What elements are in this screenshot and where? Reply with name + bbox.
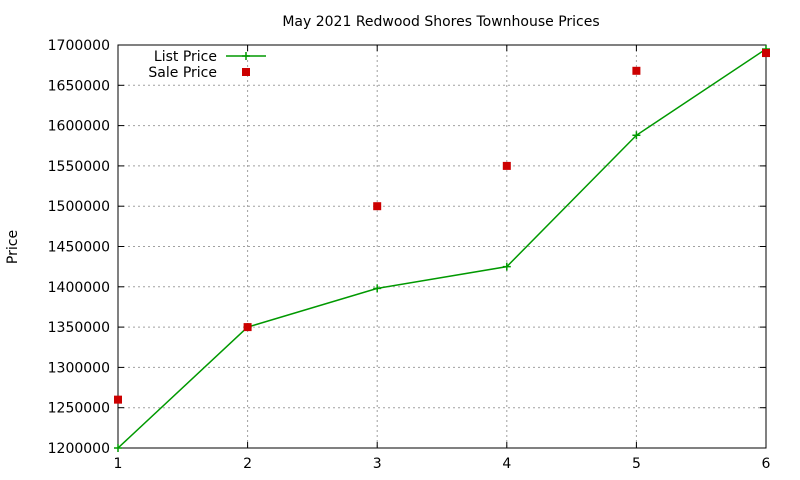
chart-title: May 2021 Redwood Shores Townhouse Prices xyxy=(282,14,599,30)
list-price-point xyxy=(502,262,511,271)
x-tick-label: 2 xyxy=(243,456,252,472)
legend-label-sale-price: Sale Price xyxy=(148,65,217,81)
sale-price-point xyxy=(502,161,511,170)
y-tick-label: 1450000 xyxy=(48,240,110,256)
y-tick-label: 1200000 xyxy=(48,441,110,457)
y-tick-label: 1350000 xyxy=(48,320,110,336)
y-tick-label: 1700000 xyxy=(48,38,110,54)
y-tick-label: 1400000 xyxy=(48,280,110,296)
data-series xyxy=(114,45,770,452)
y-axis-label: Price xyxy=(5,230,21,264)
y-tick-label: 1250000 xyxy=(48,401,110,417)
y-tick-label: 1600000 xyxy=(48,119,110,135)
x-tick-label: 1 xyxy=(114,456,123,472)
sale-price-point xyxy=(632,66,641,75)
sale-price-point xyxy=(243,323,252,332)
grid xyxy=(117,44,767,449)
list-price-point xyxy=(114,444,122,452)
legend-label-list-price: List Price xyxy=(154,49,217,65)
y-tick-label: 1650000 xyxy=(48,78,110,94)
x-tick-label: 3 xyxy=(373,456,382,472)
list-price-line xyxy=(117,48,767,449)
legend-marker-list-price xyxy=(242,52,250,60)
list-price-point xyxy=(373,284,382,293)
axis-ticks: 1200000 1250000 1300000 1350000 1400000 14500… xyxy=(48,38,771,472)
sale-price-point xyxy=(114,395,122,404)
x-tick-label: 6 xyxy=(762,456,771,472)
x-tick-label: 4 xyxy=(502,456,511,472)
y-tick-label: 1550000 xyxy=(48,159,110,175)
list-price-point xyxy=(632,131,641,140)
x-tick-label: 5 xyxy=(632,456,641,472)
y-tick-label: 1500000 xyxy=(48,199,110,215)
sale-price-point xyxy=(762,49,770,58)
y-tick-label: 1300000 xyxy=(48,360,110,376)
legend-swatch-sale-price xyxy=(242,68,250,76)
sale-price-point xyxy=(373,202,382,211)
